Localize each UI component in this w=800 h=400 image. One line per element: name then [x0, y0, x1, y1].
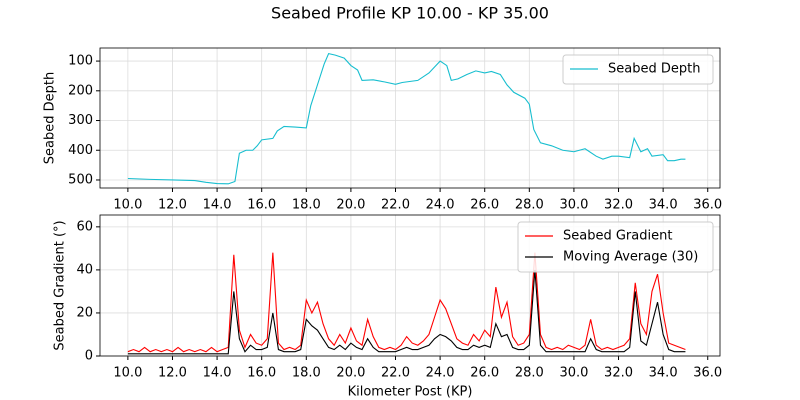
- y-tick-label: 0: [85, 349, 93, 364]
- x-tick-label: 22.0: [381, 366, 410, 381]
- legend-label: Seabed Gradient: [563, 229, 672, 244]
- legend-label: Moving Average (30): [563, 250, 698, 265]
- x-tick-label: 26.0: [470, 198, 499, 213]
- x-tick-label: 34.0: [649, 366, 678, 381]
- y-tick-label: 40: [76, 262, 93, 277]
- x-tick-label: 18.0: [292, 198, 321, 213]
- data-line: [127, 269, 686, 355]
- data-line: [127, 252, 686, 353]
- data-line: [127, 53, 686, 185]
- x-tick-label: 20.0: [336, 366, 365, 381]
- x-tick-label: 30.0: [559, 198, 588, 213]
- y-tick-label: 200: [68, 83, 93, 98]
- x-tick-label: 16.0: [247, 366, 276, 381]
- x-tick-label: 36.0: [693, 366, 722, 381]
- x-tick-label: 30.0: [559, 366, 588, 381]
- y-tick-label: 300: [68, 113, 93, 128]
- x-axis-label: Kilometer Post (KP): [348, 385, 473, 400]
- y-axis-label: Seabed Depth: [43, 72, 58, 164]
- x-tick-label: 14.0: [203, 366, 232, 381]
- x-tick-label: 24.0: [426, 366, 455, 381]
- x-tick-label: 32.0: [604, 366, 633, 381]
- x-tick-label: 24.0: [426, 198, 455, 213]
- legend-box: [562, 54, 714, 85]
- y-axis-label: Seabed Gradient (°): [53, 220, 68, 350]
- axes-frame: [99, 214, 721, 357]
- y-tick-label: 500: [68, 172, 93, 187]
- x-tick-label: 12.0: [158, 366, 187, 381]
- y-tick-label: 400: [68, 143, 93, 158]
- y-tick-label: 20: [76, 305, 93, 320]
- y-tick-label: 60: [76, 219, 93, 234]
- x-tick-label: 26.0: [470, 366, 499, 381]
- x-tick-label: 18.0: [292, 366, 321, 381]
- x-tick-label: 10.0: [113, 366, 142, 381]
- legend-label: Seabed Depth: [608, 62, 700, 77]
- x-tick-label: 14.0: [203, 198, 232, 213]
- x-tick-label: 36.0: [693, 198, 722, 213]
- axes-frame: [99, 47, 721, 189]
- x-tick-label: 22.0: [381, 198, 410, 213]
- x-tick-label: 32.0: [604, 198, 633, 213]
- x-tick-label: 20.0: [336, 198, 365, 213]
- x-tick-label: 28.0: [515, 366, 544, 381]
- x-tick-label: 34.0: [649, 198, 678, 213]
- x-tick-label: 28.0: [515, 198, 544, 213]
- figure-title: Seabed Profile KP 10.00 - KP 35.00: [271, 4, 549, 23]
- legend-box: [517, 221, 714, 273]
- x-tick-label: 12.0: [158, 198, 187, 213]
- x-tick-label: 16.0: [247, 198, 276, 213]
- x-tick-label: 10.0: [113, 198, 142, 213]
- y-tick-label: 100: [68, 54, 93, 69]
